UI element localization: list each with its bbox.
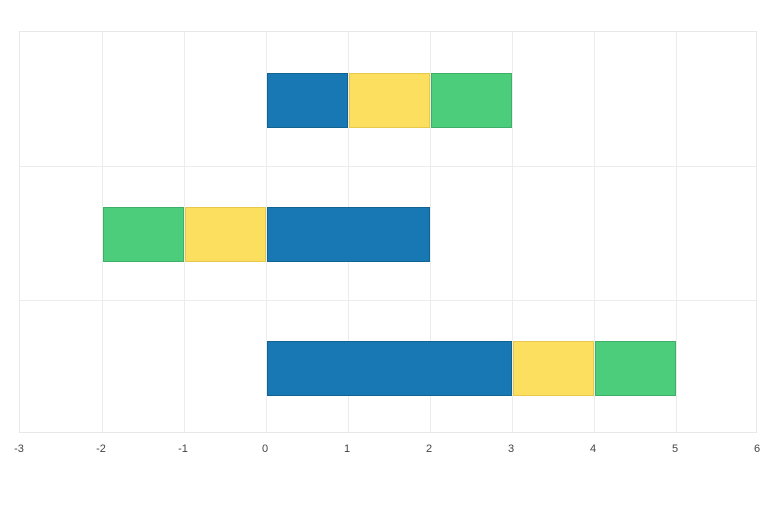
x-tick-label: -1: [178, 443, 188, 455]
x-gridline: [675, 32, 677, 432]
x-tick-label: 2: [425, 443, 433, 455]
bar-segment-green[interactable]: [103, 207, 184, 262]
x-gridline: [429, 32, 431, 432]
bar-segment-green[interactable]: [431, 73, 512, 128]
plot-area: [19, 31, 757, 433]
bar-segment-blue[interactable]: [267, 73, 348, 128]
bar-segment-yellow[interactable]: [185, 207, 266, 262]
x-tick-label: 4: [589, 443, 597, 455]
x-tick-label: -2: [96, 443, 106, 455]
x-gridline: [101, 32, 103, 432]
x-tick-label: 5: [671, 443, 679, 455]
x-tick-label: -3: [14, 443, 24, 455]
y-gridline: [20, 299, 756, 301]
x-tick-label: 1: [343, 443, 351, 455]
bar-segment-yellow[interactable]: [513, 341, 594, 396]
x-gridline: [593, 32, 595, 432]
x-tick-label: 6: [753, 443, 761, 455]
x-gridline: [183, 32, 185, 432]
y-gridline: [20, 165, 756, 167]
x-gridline: [265, 32, 267, 432]
bar-segment-yellow[interactable]: [349, 73, 430, 128]
x-tick-label: 0: [261, 443, 269, 455]
x-tick-label: 3: [507, 443, 515, 455]
bar-segment-blue[interactable]: [267, 341, 512, 396]
bar-segment-blue[interactable]: [267, 207, 430, 262]
x-gridline: [511, 32, 513, 432]
bar-segment-green[interactable]: [595, 341, 676, 396]
